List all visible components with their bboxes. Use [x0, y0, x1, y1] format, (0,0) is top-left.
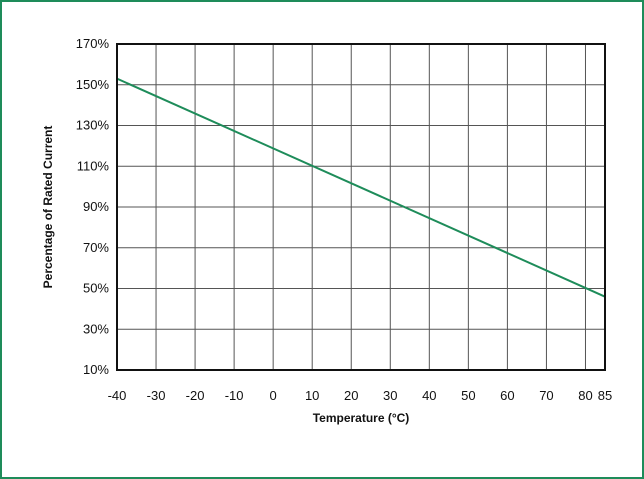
x-tick-label: 0 [270, 388, 277, 403]
y-tick-label: 170% [76, 36, 110, 51]
y-tick-labels: 10% 30% 50% 70% 90% 110% 130% 150% 170% [76, 36, 110, 377]
x-tick-label: -20 [186, 388, 205, 403]
x-tick-label: -10 [225, 388, 244, 403]
grid [116, 43, 606, 371]
y-tick-label: 70% [83, 240, 109, 255]
x-tick-label: 80 [578, 388, 592, 403]
x-axis-title: Temperature (°C) [313, 411, 410, 425]
y-tick-label: 130% [76, 118, 110, 133]
y-axis-title: Percentage of Rated Current [41, 126, 55, 289]
y-tick-label: 50% [83, 281, 109, 296]
x-tick-label: 85 [598, 388, 612, 403]
plot-area-border [116, 43, 606, 371]
x-tick-label: -40 [108, 388, 127, 403]
y-tick-label: 30% [83, 321, 109, 336]
y-tick-label: 10% [83, 362, 109, 377]
y-tick-label: 90% [83, 199, 109, 214]
series-layer [116, 77, 606, 298]
x-tick-label: 20 [344, 388, 358, 403]
series-line-0 [116, 77, 606, 298]
x-tick-label: 60 [500, 388, 514, 403]
x-tick-label: 70 [539, 388, 553, 403]
x-tick-label: 40 [422, 388, 436, 403]
y-tick-label: 150% [76, 77, 110, 92]
x-tick-label: 10 [305, 388, 319, 403]
x-tick-labels: -40 -30 -20 -10 0 10 20 30 40 50 60 70 80 85 [108, 388, 613, 403]
x-tick-label: -30 [147, 388, 166, 403]
y-tick-label: 110% [77, 158, 110, 173]
x-tick-label: 30 [383, 388, 397, 403]
x-tick-label: 50 [461, 388, 475, 403]
